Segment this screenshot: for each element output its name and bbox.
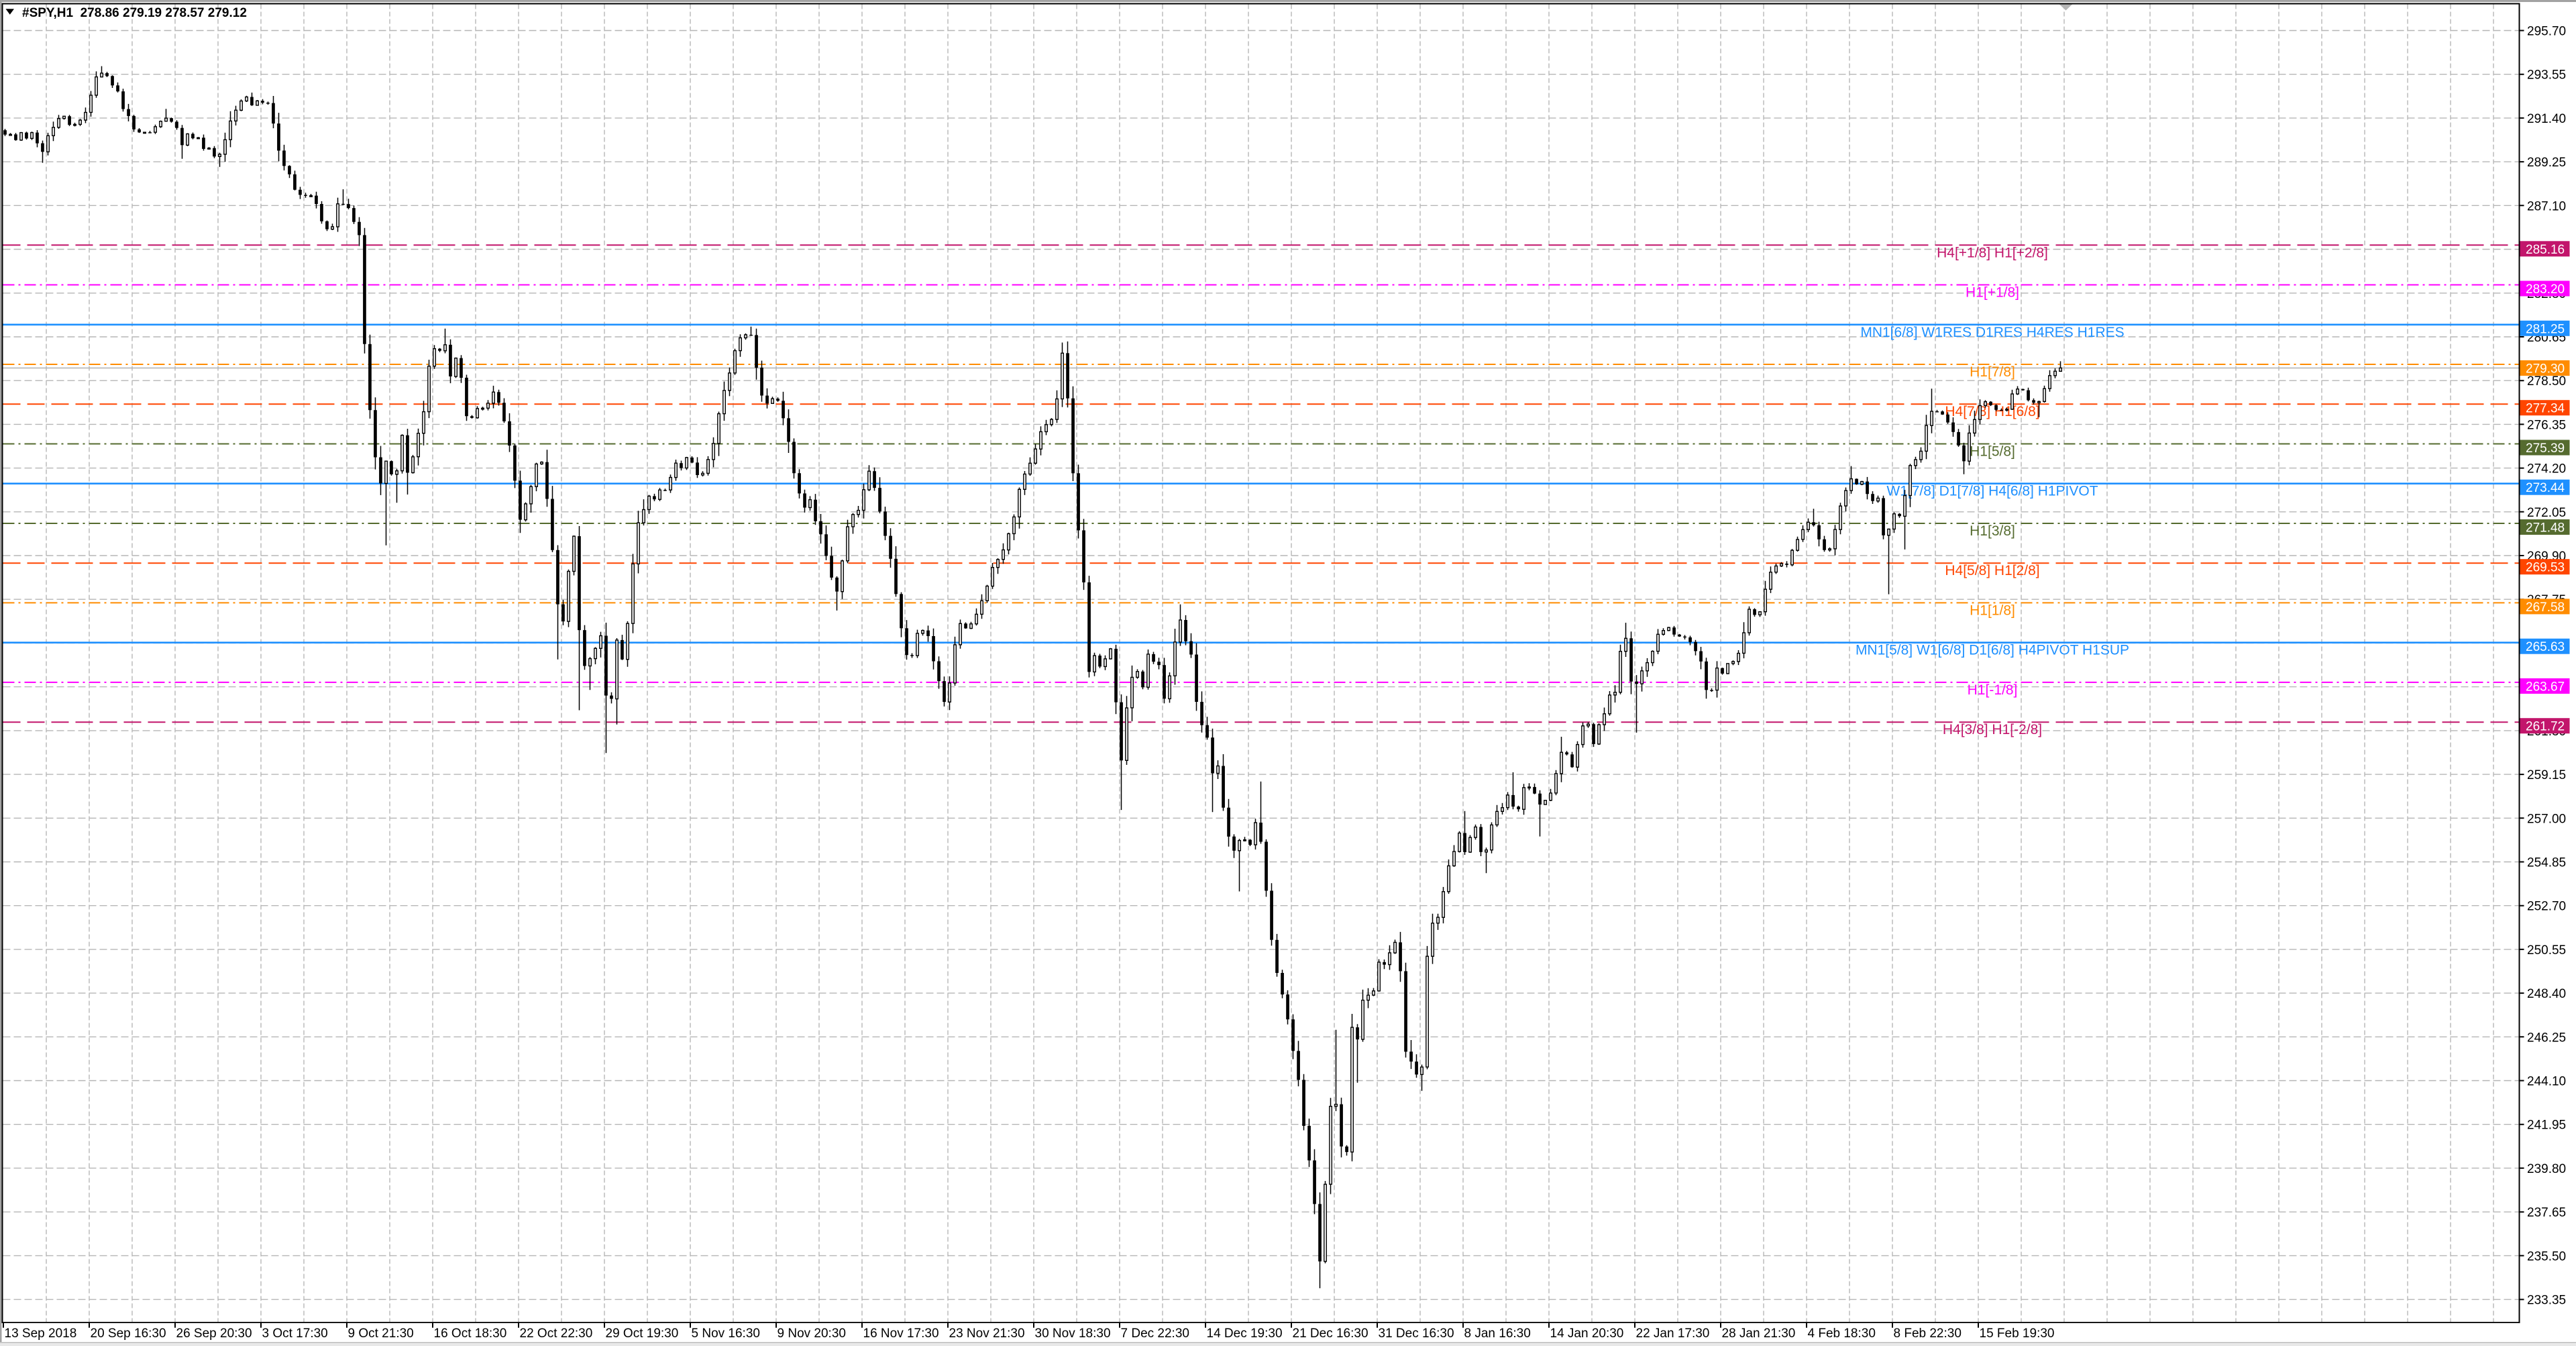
svg-text:254.85: 254.85	[2527, 856, 2566, 870]
svg-text:237.65: 237.65	[2527, 1206, 2566, 1220]
svg-text:H1[1/8]: H1[1/8]	[1970, 603, 2015, 618]
svg-text:8 Jan 16:30: 8 Jan 16:30	[1464, 1327, 1531, 1341]
svg-text:289.25: 289.25	[2527, 156, 2566, 170]
svg-text:21 Dec 16:30: 21 Dec 16:30	[1293, 1327, 1368, 1341]
svg-text:H4[3/8] H1[-2/8]: H4[3/8] H1[-2/8]	[1943, 722, 2042, 737]
svg-text:275.39: 275.39	[2526, 442, 2565, 456]
svg-text:23 Nov 21:30: 23 Nov 21:30	[949, 1327, 1025, 1341]
svg-text:H4[5/8] H1[2/8]: H4[5/8] H1[2/8]	[1945, 563, 2039, 578]
svg-text:235.50: 235.50	[2527, 1249, 2566, 1263]
svg-text:276.35: 276.35	[2527, 418, 2566, 432]
svg-text:259.15: 259.15	[2527, 768, 2566, 782]
svg-text:257.00: 257.00	[2527, 812, 2566, 826]
svg-text:291.40: 291.40	[2527, 112, 2566, 126]
svg-text:248.40: 248.40	[2527, 987, 2566, 1001]
svg-text:28 Jan 21:30: 28 Jan 21:30	[1722, 1327, 1796, 1341]
svg-text:20 Sep 16:30: 20 Sep 16:30	[91, 1327, 166, 1341]
svg-text:239.80: 239.80	[2527, 1162, 2566, 1176]
svg-text:31 Dec 16:30: 31 Dec 16:30	[1379, 1327, 1454, 1341]
svg-text:263.67: 263.67	[2526, 680, 2565, 694]
svg-text:16 Oct 18:30: 16 Oct 18:30	[434, 1327, 507, 1341]
svg-text:272.05: 272.05	[2527, 506, 2566, 520]
svg-text:233.35: 233.35	[2527, 1294, 2566, 1308]
svg-text:H1[-1/8]: H1[-1/8]	[1968, 682, 2018, 698]
svg-text:8 Feb 22:30: 8 Feb 22:30	[1894, 1327, 1962, 1341]
svg-text:267.58: 267.58	[2526, 601, 2565, 615]
svg-text:265.63: 265.63	[2526, 640, 2565, 654]
svg-text:295.70: 295.70	[2527, 25, 2566, 39]
svg-text:15 Feb 19:30: 15 Feb 19:30	[1980, 1327, 2055, 1341]
svg-text:241.95: 241.95	[2527, 1119, 2566, 1133]
svg-text:H1[5/8]: H1[5/8]	[1970, 444, 2015, 460]
svg-text:H4[+1/8] H1[+2/8]: H4[+1/8] H1[+2/8]	[1937, 245, 2048, 260]
svg-text:273.44: 273.44	[2526, 481, 2565, 495]
svg-text:4 Feb 18:30: 4 Feb 18:30	[1808, 1327, 1876, 1341]
svg-text:293.55: 293.55	[2527, 68, 2566, 83]
svg-text:26 Sep 20:30: 26 Sep 20:30	[176, 1327, 252, 1341]
svg-text:271.48: 271.48	[2526, 521, 2565, 535]
svg-text:274.20: 274.20	[2527, 462, 2566, 476]
svg-text:278.50: 278.50	[2527, 374, 2566, 389]
svg-text:244.10: 244.10	[2527, 1075, 2566, 1089]
svg-text:MN1[5/8] W1[6/8] D1[6/8] H4PIV: MN1[5/8] W1[6/8] D1[6/8] H4PIVOT H1SUP	[1856, 643, 2129, 658]
svg-text:283.20: 283.20	[2526, 282, 2565, 297]
svg-text:H4[7/8] H1[6/8]: H4[7/8] H1[6/8]	[1945, 404, 2039, 419]
svg-text:W1[7/8] D1[7/8] H4[6/8] H1PIVO: W1[7/8] D1[7/8] H4[6/8] H1PIVOT	[1886, 484, 2098, 499]
svg-text:#SPY,H1 278.86 279.19 278.57: #SPY,H1 278.86 279.19 278.57 279.12	[22, 6, 247, 20]
svg-text:252.70: 252.70	[2527, 900, 2566, 914]
svg-text:269.53: 269.53	[2526, 561, 2565, 575]
svg-text:14 Jan 20:30: 14 Jan 20:30	[1550, 1327, 1624, 1341]
svg-text:14 Dec 19:30: 14 Dec 19:30	[1207, 1327, 1283, 1341]
svg-text:H1[7/8]: H1[7/8]	[1970, 364, 2015, 380]
svg-text:16 Nov 17:30: 16 Nov 17:30	[863, 1327, 939, 1341]
svg-text:22 Jan 17:30: 22 Jan 17:30	[1636, 1327, 1710, 1341]
svg-text:9 Nov 20:30: 9 Nov 20:30	[777, 1327, 846, 1341]
svg-text:29 Oct 19:30: 29 Oct 19:30	[606, 1327, 679, 1341]
svg-text:H1[3/8]: H1[3/8]	[1970, 523, 2015, 539]
svg-text:5 Nov 16:30: 5 Nov 16:30	[692, 1327, 760, 1341]
svg-text:7 Dec 22:30: 7 Dec 22:30	[1121, 1327, 1189, 1341]
svg-text:261.72: 261.72	[2526, 720, 2565, 734]
svg-text:3 Oct 17:30: 3 Oct 17:30	[262, 1327, 328, 1341]
svg-text:281.25: 281.25	[2526, 322, 2565, 336]
svg-text:277.34: 277.34	[2526, 402, 2565, 416]
svg-text:9 Oct 21:30: 9 Oct 21:30	[348, 1327, 414, 1341]
svg-text:30 Nov 18:30: 30 Nov 18:30	[1035, 1327, 1111, 1341]
svg-text:250.55: 250.55	[2527, 943, 2566, 957]
svg-text:287.10: 287.10	[2527, 199, 2566, 213]
svg-text:MN1[6/8] W1RES D1RES H4RES H1R: MN1[6/8] W1RES D1RES H4RES H1RES	[1860, 325, 2124, 340]
svg-text:22 Oct 22:30: 22 Oct 22:30	[520, 1327, 593, 1341]
svg-text:13 Sep 2018: 13 Sep 2018	[5, 1327, 77, 1341]
svg-text:246.25: 246.25	[2527, 1031, 2566, 1045]
svg-text:279.30: 279.30	[2526, 362, 2565, 376]
svg-text:H1[+1/8]: H1[+1/8]	[1966, 285, 2019, 301]
svg-text:285.16: 285.16	[2526, 243, 2565, 257]
